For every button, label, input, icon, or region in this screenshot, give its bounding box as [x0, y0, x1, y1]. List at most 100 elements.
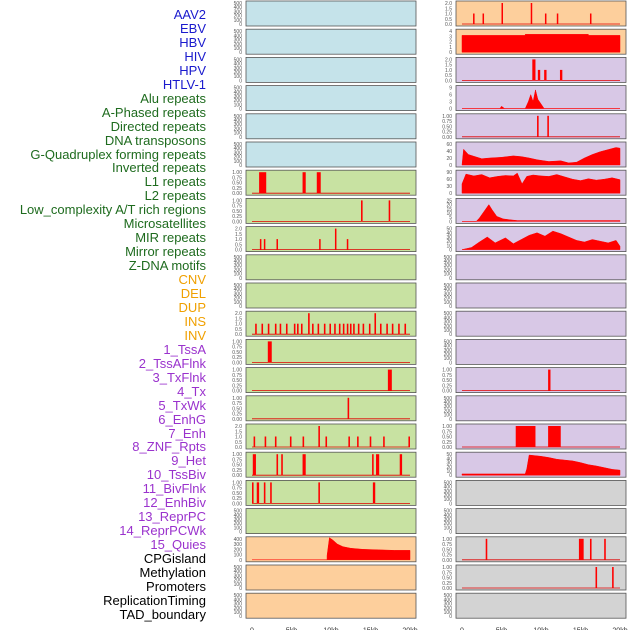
y-tick-label: 500 [444, 593, 453, 599]
data-bar [267, 341, 272, 363]
track-13: 1.000.750.500.250.00 [232, 338, 417, 366]
y-tick-label: 0.25 [232, 412, 242, 418]
track-label: TAD_boundary [119, 606, 206, 622]
y-tick-label: 300 [234, 66, 243, 72]
y-tick-label: 0.50 [232, 463, 242, 469]
y-tick-label: 0 [449, 191, 452, 197]
y-tick-label: 0.75 [232, 401, 242, 407]
y-tick-label: 10 [446, 469, 452, 475]
data-bar [547, 115, 549, 137]
data-bar [276, 454, 279, 476]
data-bar [323, 323, 326, 335]
y-tick-label: 1.5 [235, 429, 242, 435]
data-bar [346, 323, 349, 335]
y-tick-label: 100 [444, 356, 453, 362]
y-tick-label: 100 [234, 272, 243, 278]
y-tick-label: 0.50 [232, 209, 242, 215]
y-tick-label: 100 [444, 610, 453, 616]
y-tick-label: 0 [449, 304, 452, 310]
track-label: MIR repeats [135, 230, 206, 246]
y-tick-label: 0.0 [235, 332, 242, 338]
track-background [455, 536, 627, 563]
y-tick-label: 100 [234, 74, 243, 80]
y-tick-label: 200 [234, 521, 243, 527]
track-16: 2.01.51.00.50.0 [235, 423, 417, 451]
data-bar [293, 323, 296, 335]
data-area [462, 89, 620, 109]
track-7: 1.000.750.500.250.00 [232, 169, 417, 197]
data-bar [289, 436, 292, 447]
y-tick-label: 0.75 [442, 119, 452, 125]
y-tick-label: 300 [234, 94, 243, 100]
y-tick-label: 0.75 [442, 373, 452, 379]
data-bar [274, 436, 277, 447]
track-background [245, 282, 417, 309]
y-tick-label: 0.00 [442, 558, 452, 564]
y-tick-label: 1.00 [442, 537, 452, 543]
x-tick-label: 20kb [612, 627, 627, 630]
y-tick-label: 0.25 [442, 581, 452, 587]
track-background [245, 367, 417, 394]
y-tick-label: 200 [234, 296, 243, 302]
track-label: 6_EnhG [158, 411, 206, 427]
y-tick-label: 300 [234, 9, 243, 15]
data-bar [270, 482, 272, 504]
y-tick-label: 0 [449, 360, 452, 366]
data-bar [353, 323, 355, 335]
y-tick-label: 100 [234, 300, 243, 306]
data-bar [259, 172, 267, 194]
y-tick-label: 300 [444, 291, 453, 297]
x-tick-label: 5kb [286, 627, 297, 630]
track-17: 1.000.750.500.250.00 [232, 451, 417, 479]
y-tick-label: 0 [449, 107, 452, 113]
track-1: 2.01.51.00.50.0 [445, 0, 627, 28]
track-label: A-Phased repeats [101, 104, 206, 120]
y-tick-label: 1.0 [445, 12, 452, 18]
y-tick-label: 3 [449, 34, 452, 40]
track-background [245, 113, 417, 140]
y-tick-label: 0.25 [442, 383, 452, 389]
y-tick-label: 0.75 [232, 457, 242, 463]
y-tick-label: 0.25 [232, 186, 242, 192]
y-tick-label: 1.0 [445, 68, 452, 74]
track-label: Z-DNA motifs [128, 258, 206, 274]
data-bar [515, 426, 536, 447]
y-tick-label: 0.00 [232, 417, 242, 423]
y-tick-label: 0 [449, 332, 452, 338]
data-bar [253, 436, 256, 447]
data-bar [348, 436, 350, 447]
track-background [245, 0, 417, 27]
y-tick-label: 200 [444, 352, 453, 358]
panel-2: 2.01.51.00.50.0432102.01.51.00.50.096301… [442, 0, 628, 630]
y-tick-label: 0 [449, 417, 452, 423]
y-tick-label: 15 [446, 207, 452, 213]
y-tick-label: 0 [239, 276, 242, 282]
data-bar [386, 323, 388, 335]
track-label: Mirror repeats [125, 244, 206, 260]
y-tick-label: 500 [234, 142, 243, 148]
y-tick-label: 20 [446, 203, 452, 209]
track-label: 5_TxWk [158, 397, 206, 413]
y-tick-label: 30 [446, 235, 452, 241]
y-tick-label: 0 [449, 276, 452, 282]
data-bar [300, 323, 303, 335]
track-label-column: AAV2 EBV HBV HIV HPV HTLV-1 Alu repeats A-Phase… [0, 0, 206, 630]
y-tick-label: 1 [449, 45, 452, 51]
y-tick-label: 400 [234, 569, 243, 575]
y-tick-label: 100 [234, 102, 243, 108]
y-tick-label: 100 [234, 582, 243, 588]
y-tick-label: 40 [446, 149, 452, 155]
track-18: 1.000.750.500.250.00 [232, 479, 417, 507]
y-tick-label: 0 [239, 22, 242, 28]
data-bar [532, 59, 536, 81]
y-tick-label: 0 [239, 135, 242, 141]
track-label: 9_Het [171, 453, 206, 469]
track-background [455, 564, 627, 591]
